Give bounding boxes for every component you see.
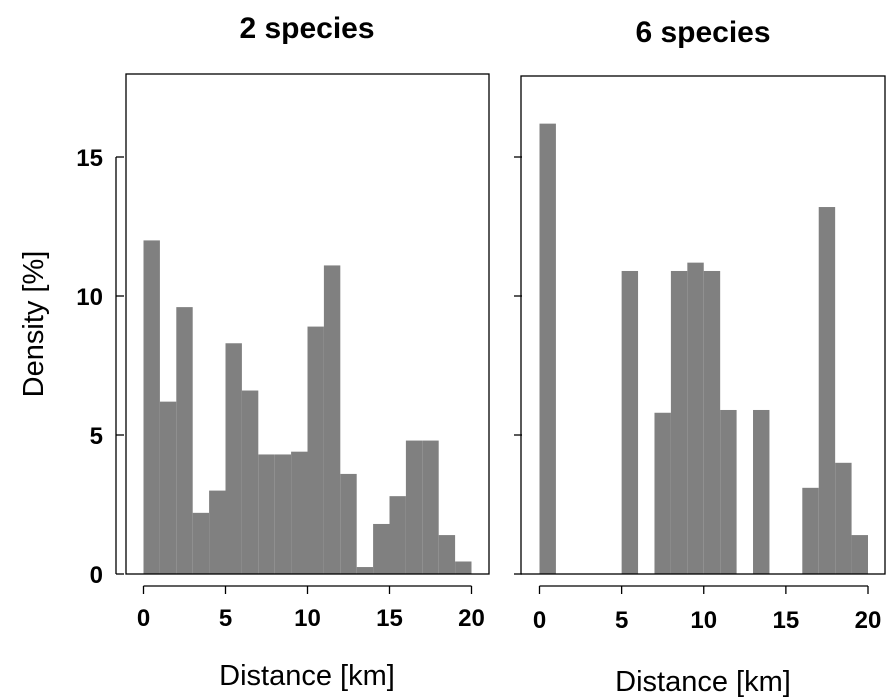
- histogram-bar: [274, 454, 292, 574]
- histogram-bar: [438, 535, 456, 574]
- y-tick-label: 5: [90, 423, 103, 450]
- panel-left-x-axis: 0 5 10 15 20: [137, 585, 485, 632]
- histogram-bar: [307, 326, 324, 574]
- x-tick-label: 5: [615, 607, 628, 634]
- x-tick-label: 15: [773, 607, 800, 634]
- panel-left-frame: [125, 73, 490, 575]
- histogram-bar: [373, 523, 390, 574]
- x-tick-label: 0: [137, 605, 150, 632]
- y-tick-label: 10: [76, 284, 103, 311]
- panel-right-bars: [539, 123, 868, 575]
- panel-right-frame: [520, 75, 886, 575]
- histogram-bar: [670, 270, 688, 574]
- y-axis-label: Density [%]: [18, 251, 50, 398]
- histogram-bar: [539, 123, 556, 574]
- x-tick-label: 0: [533, 607, 546, 634]
- histogram-bar: [356, 567, 374, 574]
- histogram-bar: [621, 270, 639, 574]
- panel-left-y-axis: 0 5 10 15: [76, 145, 124, 589]
- histogram-bar: [405, 440, 423, 574]
- histogram-bar: [323, 265, 341, 574]
- histogram-bar: [753, 409, 770, 574]
- histogram-bar: [818, 207, 836, 575]
- x-tick-label: 15: [376, 605, 403, 632]
- histogram-bar: [143, 240, 160, 574]
- histogram-bar: [209, 490, 226, 574]
- histogram-bar: [654, 412, 671, 574]
- panel-right-x-label: Distance [km]: [615, 666, 791, 698]
- histogram-bar: [455, 561, 472, 574]
- histogram-bar: [258, 454, 275, 574]
- histogram-bar: [225, 343, 242, 574]
- panel-right: 6 species 0 5 10 15 20 Distance [km]: [514, 16, 886, 698]
- x-tick-label: 10: [294, 605, 321, 632]
- x-tick-label: 20: [855, 607, 882, 634]
- histogram-bar: [802, 487, 819, 574]
- histogram-bar: [703, 270, 721, 574]
- panel-right-title: 6 species: [635, 16, 770, 49]
- histogram-bar: [720, 409, 737, 574]
- x-tick-label: 20: [458, 605, 485, 632]
- histogram-bar: [291, 451, 308, 574]
- histogram-bar: [159, 401, 177, 574]
- histogram-bar: [835, 462, 852, 574]
- histogram-bar: [851, 535, 868, 574]
- histogram-bar: [241, 390, 259, 574]
- histogram-bar: [176, 307, 193, 574]
- panel-left-title: 2 species: [239, 12, 374, 45]
- histogram-bar: [389, 496, 406, 574]
- y-tick-label: 15: [76, 145, 103, 172]
- y-tick-label: 0: [90, 562, 103, 589]
- histogram-bar: [422, 440, 439, 574]
- histogram-bar: [192, 512, 210, 574]
- x-tick-label: 5: [219, 605, 232, 632]
- panel-left-x-label: Distance [km]: [219, 660, 395, 692]
- x-tick-label: 10: [690, 607, 717, 634]
- panel-left-bars: [143, 240, 472, 574]
- panel-right-x-axis: 0 5 10 15 20: [533, 585, 882, 634]
- panel-right-y-axis: [514, 156, 522, 575]
- histogram-bar: [340, 473, 357, 574]
- histogram-bar: [687, 262, 704, 574]
